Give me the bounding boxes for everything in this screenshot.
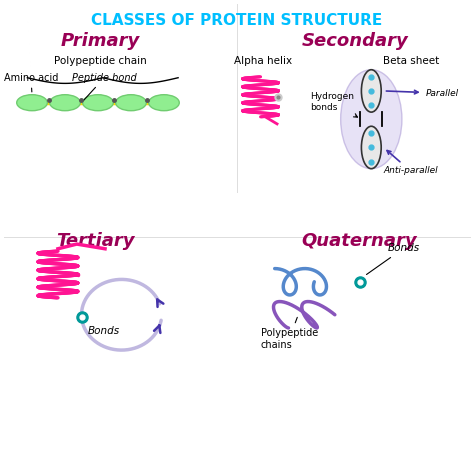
Ellipse shape bbox=[361, 70, 381, 112]
Ellipse shape bbox=[341, 70, 402, 169]
Ellipse shape bbox=[82, 95, 113, 111]
Text: Primary: Primary bbox=[61, 32, 140, 50]
Text: Quaternary: Quaternary bbox=[302, 232, 417, 250]
Ellipse shape bbox=[149, 95, 179, 111]
Text: Peptide bond: Peptide bond bbox=[72, 73, 137, 100]
Text: Amino acid: Amino acid bbox=[4, 73, 58, 92]
Text: Secondary: Secondary bbox=[301, 32, 408, 50]
Text: Anti-parallel: Anti-parallel bbox=[383, 151, 438, 175]
Ellipse shape bbox=[17, 95, 47, 111]
Text: Polypeptide chain: Polypeptide chain bbox=[54, 55, 147, 65]
Text: Bonds: Bonds bbox=[88, 326, 120, 336]
Text: Beta sheet: Beta sheet bbox=[383, 55, 439, 65]
Text: Alpha helix: Alpha helix bbox=[234, 55, 292, 65]
Text: CLASSES OF PROTEIN STRUCTURE: CLASSES OF PROTEIN STRUCTURE bbox=[91, 13, 383, 28]
Text: Hydrogen
bonds: Hydrogen bonds bbox=[310, 92, 357, 117]
Text: Parallel: Parallel bbox=[386, 89, 459, 98]
Text: Tertiary: Tertiary bbox=[56, 232, 135, 250]
Text: Polypeptide
chains: Polypeptide chains bbox=[261, 318, 318, 350]
Text: Bonds: Bonds bbox=[366, 243, 420, 274]
Ellipse shape bbox=[50, 95, 80, 111]
Ellipse shape bbox=[116, 95, 146, 111]
Ellipse shape bbox=[361, 126, 381, 169]
